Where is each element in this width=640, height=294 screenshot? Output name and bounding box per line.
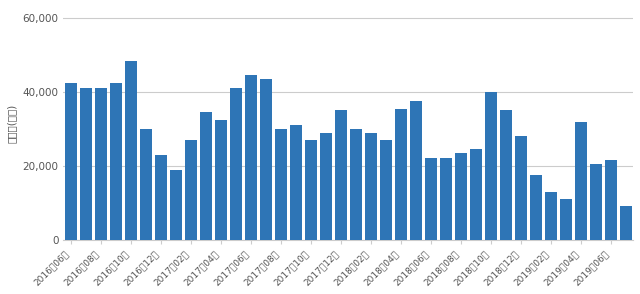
Bar xyxy=(530,175,541,240)
Bar xyxy=(80,88,92,240)
Bar xyxy=(95,88,107,240)
Bar xyxy=(65,83,77,240)
Bar xyxy=(410,101,422,240)
Bar xyxy=(425,158,436,240)
Bar xyxy=(155,155,167,240)
Bar xyxy=(365,133,377,240)
Bar xyxy=(559,199,572,240)
Bar xyxy=(260,79,272,240)
Bar xyxy=(125,61,137,240)
Bar xyxy=(185,140,196,240)
Bar xyxy=(275,129,287,240)
Bar xyxy=(290,125,301,240)
Bar xyxy=(230,88,242,240)
Bar xyxy=(200,112,212,240)
Bar xyxy=(515,136,527,240)
Bar xyxy=(335,111,347,240)
Bar xyxy=(575,121,587,240)
Bar xyxy=(620,206,632,240)
Bar xyxy=(470,149,482,240)
Bar xyxy=(484,92,497,240)
Bar xyxy=(140,129,152,240)
Bar xyxy=(605,160,616,240)
Bar xyxy=(305,140,317,240)
Bar xyxy=(110,83,122,240)
Bar xyxy=(349,129,362,240)
Bar xyxy=(545,192,557,240)
Y-axis label: 거래량(건수): 거래량(건수) xyxy=(7,104,17,143)
Bar xyxy=(395,108,406,240)
Bar xyxy=(440,158,452,240)
Bar xyxy=(589,164,602,240)
Bar xyxy=(380,140,392,240)
Bar xyxy=(500,111,511,240)
Bar xyxy=(215,120,227,240)
Bar xyxy=(320,133,332,240)
Bar xyxy=(454,153,467,240)
Bar xyxy=(170,170,182,240)
Bar xyxy=(244,75,257,240)
